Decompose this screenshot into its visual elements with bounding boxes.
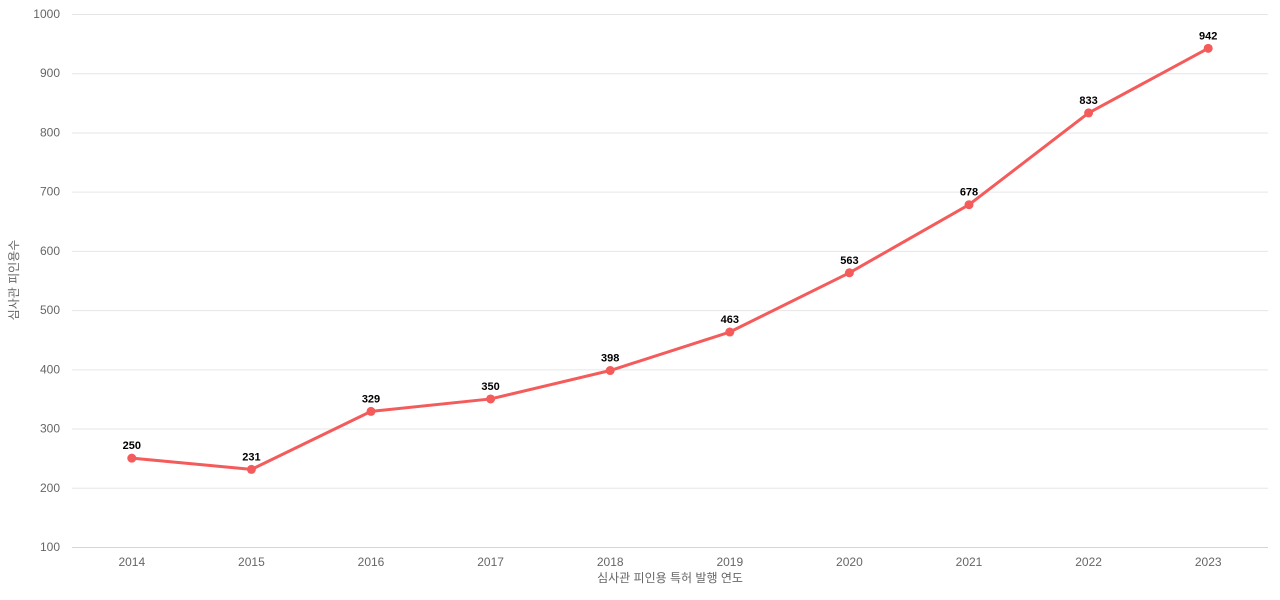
x-axis-title: 심사관 피인용 특허 발행 연도 <box>597 570 743 585</box>
data-point-marker[interactable] <box>127 453 137 463</box>
data-point-marker[interactable] <box>964 200 974 210</box>
data-point-marker[interactable] <box>1203 43 1213 53</box>
data-point-label: 678 <box>960 187 978 199</box>
data-point-label: 463 <box>721 314 739 326</box>
x-tick-label: 2018 <box>597 555 624 569</box>
data-point-marker[interactable] <box>246 464 256 474</box>
data-point-marker[interactable] <box>486 394 496 404</box>
data-point-marker[interactable] <box>366 406 376 416</box>
y-tick-label: 700 <box>40 185 60 199</box>
data-point-marker[interactable] <box>1084 108 1094 118</box>
y-tick-label: 300 <box>40 422 60 436</box>
data-point-marker[interactable] <box>725 327 735 337</box>
gridlines <box>72 14 1268 548</box>
x-axis-tick-labels: 2014 2015 2016 2017 2018 2019 2020 2021 2022 2023 <box>118 555 1221 569</box>
data-point-label: 231 <box>242 451 260 463</box>
x-tick-label: 2016 <box>358 555 385 569</box>
y-tick-label: 900 <box>40 66 60 80</box>
data-point-label: 563 <box>840 255 858 267</box>
y-tick-label: 1000 <box>33 7 60 21</box>
data-point-label: 250 <box>123 440 141 452</box>
x-tick-label: 2020 <box>836 555 863 569</box>
data-point-label: 942 <box>1199 30 1217 42</box>
data-point-label: 833 <box>1079 95 1097 107</box>
y-tick-label: 600 <box>40 244 60 258</box>
y-tick-label: 400 <box>40 362 60 376</box>
y-tick-label: 500 <box>40 303 60 317</box>
data-series <box>127 43 1213 474</box>
data-point-label: 350 <box>481 381 499 393</box>
x-tick-label: 2023 <box>1195 555 1222 569</box>
x-tick-label: 2015 <box>238 555 265 569</box>
data-point-label: 398 <box>601 353 619 365</box>
x-tick-label: 2022 <box>1075 555 1102 569</box>
data-labels: 250 231 329 350 398 463 563 678 833 942 <box>123 30 1218 463</box>
x-tick-label: 2014 <box>118 555 145 569</box>
series-line <box>130 46 1210 471</box>
x-tick-label: 2021 <box>956 555 983 569</box>
y-tick-label: 100 <box>40 540 60 554</box>
y-tick-label: 800 <box>40 125 60 139</box>
x-tick-label: 2019 <box>716 555 743 569</box>
y-axis-tick-labels: 100 200 300 400 500 600 700 800 900 1000 <box>33 7 60 554</box>
x-tick-label: 2017 <box>477 555 504 569</box>
y-axis-title: 심사관 피인용수 <box>7 240 21 321</box>
data-point-marker[interactable] <box>844 268 854 278</box>
y-tick-label: 200 <box>40 481 60 495</box>
data-point-marker[interactable] <box>605 366 615 376</box>
data-point-label: 329 <box>362 393 380 405</box>
